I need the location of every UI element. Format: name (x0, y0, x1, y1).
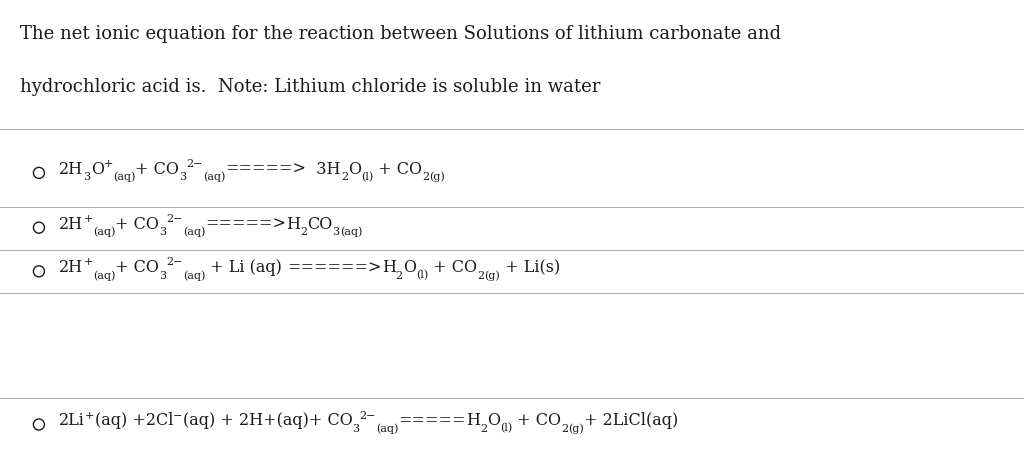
Text: O: O (402, 259, 416, 276)
Text: =====>: =====> (205, 215, 286, 232)
Text: (aq): (aq) (113, 171, 135, 182)
Text: 3: 3 (333, 226, 340, 236)
Text: (l): (l) (500, 423, 512, 433)
Text: ======>: ======> (287, 259, 382, 276)
Text: 3: 3 (84, 172, 91, 182)
Text: 2: 2 (561, 423, 568, 433)
Text: 2H: 2H (59, 161, 84, 178)
Text: + CO: + CO (116, 215, 159, 232)
Text: (aq): (aq) (93, 226, 116, 236)
Text: +: + (84, 257, 93, 267)
Text: 3: 3 (352, 423, 359, 433)
Text: hydrochloric acid is.  Note: Lithium chloride is soluble in water: hydrochloric acid is. Note: Lithium chlo… (20, 78, 601, 96)
Text: 3: 3 (159, 226, 166, 236)
Text: + CO: + CO (135, 161, 179, 178)
Text: 3: 3 (179, 172, 186, 182)
Text: 2: 2 (422, 172, 429, 182)
Text: 2−: 2− (359, 410, 376, 420)
Text: H: H (466, 412, 480, 429)
Text: (aq): (aq) (182, 226, 205, 236)
Text: (aq): (aq) (203, 171, 225, 182)
Text: 3: 3 (159, 270, 166, 280)
Text: + Li(s): + Li(s) (500, 259, 560, 276)
Text: CO: CO (307, 215, 333, 232)
Text: (l): (l) (360, 172, 373, 182)
Text: +: + (85, 410, 94, 420)
Text: (g): (g) (484, 269, 500, 280)
Text: H: H (382, 259, 395, 276)
Text: (aq): (aq) (376, 422, 398, 433)
Text: 2: 2 (395, 270, 402, 280)
Text: + 2LiCl(aq): + 2LiCl(aq) (584, 412, 678, 429)
Text: (aq): (aq) (93, 269, 116, 280)
Text: 2−: 2− (186, 159, 203, 168)
Text: 2: 2 (341, 172, 348, 182)
Text: H: H (286, 215, 300, 232)
Text: 2: 2 (480, 423, 486, 433)
Text: 2Li: 2Li (59, 412, 85, 429)
Text: (g): (g) (429, 171, 445, 182)
Text: The net ionic equation for the reaction between Solutions of lithium carbonate a: The net ionic equation for the reaction … (20, 25, 781, 43)
Text: 2: 2 (477, 270, 484, 280)
Text: =====>: =====> (225, 161, 306, 178)
Text: 2−: 2− (166, 213, 182, 223)
Text: + Li (aq): + Li (aq) (205, 259, 287, 276)
Text: (l): (l) (416, 270, 428, 280)
Text: O: O (91, 161, 103, 178)
Text: O: O (486, 412, 500, 429)
Text: +: + (103, 159, 113, 168)
Text: 3H: 3H (306, 161, 341, 178)
Text: +: + (84, 213, 93, 223)
Text: =====: ===== (398, 412, 466, 429)
Text: + CO: + CO (512, 412, 561, 429)
Text: 2H: 2H (59, 259, 84, 276)
Text: O: O (348, 161, 360, 178)
Text: 2−: 2− (166, 257, 182, 267)
Text: (aq): (aq) (340, 226, 362, 236)
Text: 2H: 2H (59, 215, 84, 232)
Text: (aq): (aq) (182, 269, 205, 280)
Text: (aq) + 2H+(aq)+ CO: (aq) + 2H+(aq)+ CO (182, 412, 352, 429)
Text: −: − (173, 410, 182, 420)
Text: + CO: + CO (373, 161, 422, 178)
Text: 2: 2 (300, 226, 307, 236)
Text: (g): (g) (568, 422, 584, 433)
Text: + CO: + CO (428, 259, 477, 276)
Text: (aq) +2Cl: (aq) +2Cl (94, 412, 173, 429)
Text: + CO: + CO (116, 259, 159, 276)
